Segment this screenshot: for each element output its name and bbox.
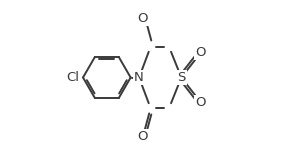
Text: O: O [138, 130, 148, 143]
Text: O: O [195, 96, 206, 109]
Text: S: S [177, 71, 185, 84]
Text: N: N [134, 71, 144, 84]
Text: O: O [195, 46, 206, 59]
Text: O: O [138, 12, 148, 25]
Text: Cl: Cl [67, 71, 79, 84]
